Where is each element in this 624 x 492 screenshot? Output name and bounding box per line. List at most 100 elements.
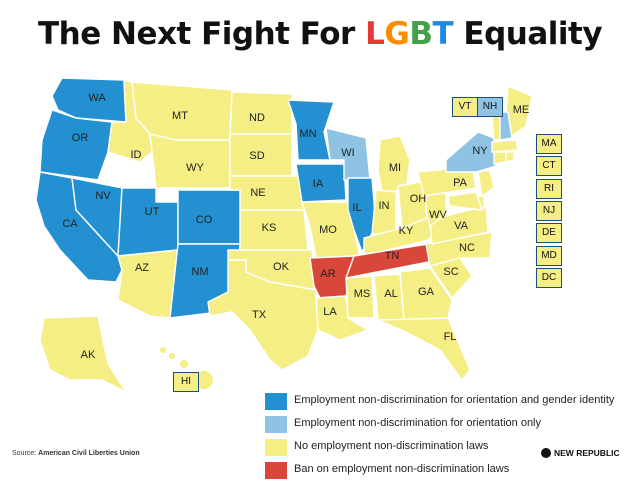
state-label-tn: TN bbox=[385, 250, 400, 262]
state-ak bbox=[39, 315, 127, 393]
state-box-md: MD bbox=[536, 245, 562, 266]
state-box-vt: VT bbox=[452, 97, 478, 117]
state-in bbox=[371, 189, 397, 235]
state-label-mo: MO bbox=[319, 224, 337, 236]
state-label-wa: WA bbox=[88, 92, 106, 104]
state-me bbox=[505, 85, 533, 137]
title-letter-l: L bbox=[365, 16, 385, 52]
state-label-ak: AK bbox=[81, 349, 96, 361]
state-box-hi: HI bbox=[173, 372, 199, 392]
title-letter-g: G bbox=[384, 16, 410, 52]
brand-name: NEW REPUBLIC bbox=[554, 448, 620, 458]
state-nj bbox=[477, 169, 495, 197]
state-ny bbox=[445, 131, 497, 173]
state-label-mn: MN bbox=[299, 128, 316, 140]
state-nh bbox=[499, 111, 513, 141]
state-tx bbox=[207, 259, 319, 371]
state-va bbox=[429, 205, 489, 245]
legend-label: Ban on employment non-discrimination law… bbox=[294, 463, 510, 475]
state-box-nj: NJ bbox=[536, 200, 562, 221]
state-label-ut: UT bbox=[145, 206, 160, 218]
state-label-wi: WI bbox=[341, 147, 354, 159]
title-lgbt: LGBT bbox=[365, 16, 454, 52]
source-prefix: Source: bbox=[12, 450, 39, 457]
state-label-fl: FL bbox=[444, 331, 457, 343]
state-ia bbox=[295, 163, 347, 203]
legend-swatch bbox=[265, 393, 287, 410]
state-label-oh: OH bbox=[410, 193, 427, 205]
state-box-ct: CT bbox=[536, 156, 562, 177]
legend-swatch bbox=[265, 462, 287, 479]
state-ct bbox=[493, 151, 507, 165]
state-label-ga: GA bbox=[418, 286, 435, 298]
state-label-ok: OK bbox=[273, 261, 290, 273]
state-label-ca: CA bbox=[62, 218, 78, 230]
state-label-va: VA bbox=[454, 220, 469, 232]
state-ms bbox=[345, 275, 375, 319]
state-box-ri: RI bbox=[536, 178, 562, 199]
state-label-mt: MT bbox=[172, 110, 188, 122]
state-vt bbox=[491, 113, 501, 141]
state-label-wv: WV bbox=[429, 209, 447, 221]
state-ut bbox=[117, 187, 179, 257]
state-label-tx: TX bbox=[252, 309, 267, 321]
state-label-ne: NE bbox=[250, 187, 265, 199]
state-label-nm: NM bbox=[191, 266, 208, 278]
state-box-dc: DC bbox=[536, 267, 562, 288]
state-label-in: IN bbox=[379, 200, 390, 212]
state-la bbox=[315, 295, 369, 341]
new-republic-logo-icon bbox=[541, 448, 551, 458]
title-prefix: The Next Fight For bbox=[38, 16, 366, 52]
state-fl bbox=[377, 317, 471, 381]
state-box-ma: MA bbox=[536, 134, 562, 154]
title-letter-b: B bbox=[409, 16, 433, 52]
state-label-al: AL bbox=[384, 288, 397, 300]
state-label-ks: KS bbox=[262, 222, 277, 234]
state-label-la: LA bbox=[323, 306, 337, 318]
state-label-nc: NC bbox=[459, 242, 475, 254]
state-label-ny: NY bbox=[472, 145, 488, 157]
state-label-nd: ND bbox=[249, 112, 265, 124]
state-label-ms: MS bbox=[354, 288, 371, 300]
legend-label: Employment non-discrimination for orient… bbox=[294, 394, 615, 406]
state-label-wy: WY bbox=[186, 162, 204, 174]
state-tn bbox=[345, 241, 441, 279]
source-note: Source: American Civil Liberties Union bbox=[12, 450, 140, 457]
state-label-az: AZ bbox=[135, 262, 149, 274]
state-labels: WA OR CA NV ID MT WY UT CO AZ NM ND SD NE KS OK TX MN IA MO… bbox=[62, 92, 529, 361]
map-title: The Next Fight For LGBT Equality bbox=[38, 14, 603, 54]
state-hi-island bbox=[169, 353, 175, 359]
state-label-ky: KY bbox=[399, 225, 414, 237]
state-or bbox=[39, 109, 113, 181]
title-letter-t: T bbox=[432, 16, 454, 52]
state-ma bbox=[491, 139, 519, 153]
state-label-or: OR bbox=[72, 132, 89, 144]
state-label-ar: AR bbox=[320, 268, 335, 280]
state-shapes bbox=[35, 77, 533, 393]
state-hi-island bbox=[195, 371, 213, 389]
state-label-pa: PA bbox=[453, 177, 468, 189]
state-wi bbox=[325, 127, 371, 181]
state-il bbox=[347, 177, 377, 253]
legend-label: No employment non-discrimination laws bbox=[294, 440, 489, 452]
state-label-me: ME bbox=[513, 104, 530, 116]
state-label-mi: MI bbox=[389, 162, 401, 174]
state-az bbox=[117, 249, 179, 319]
state-label-sd: SD bbox=[249, 150, 264, 162]
state-ne bbox=[229, 175, 305, 211]
state-label-il: IL bbox=[352, 202, 361, 214]
title-suffix: Equality bbox=[453, 16, 603, 52]
state-box-de: DE bbox=[536, 223, 562, 244]
brand-mark: NEW REPUBLIC bbox=[541, 448, 620, 458]
state-hi-island bbox=[180, 360, 188, 368]
legend-label: Employment non-discrimination for orient… bbox=[294, 417, 542, 429]
state-label-co: CO bbox=[196, 214, 213, 226]
state-label-id: ID bbox=[131, 149, 142, 161]
state-box-nh: NH bbox=[477, 97, 503, 117]
state-md bbox=[447, 191, 483, 211]
legend-swatch bbox=[265, 439, 287, 456]
state-label-nv: NV bbox=[95, 190, 111, 202]
state-ga bbox=[399, 267, 453, 321]
state-label-ia: IA bbox=[313, 178, 324, 190]
